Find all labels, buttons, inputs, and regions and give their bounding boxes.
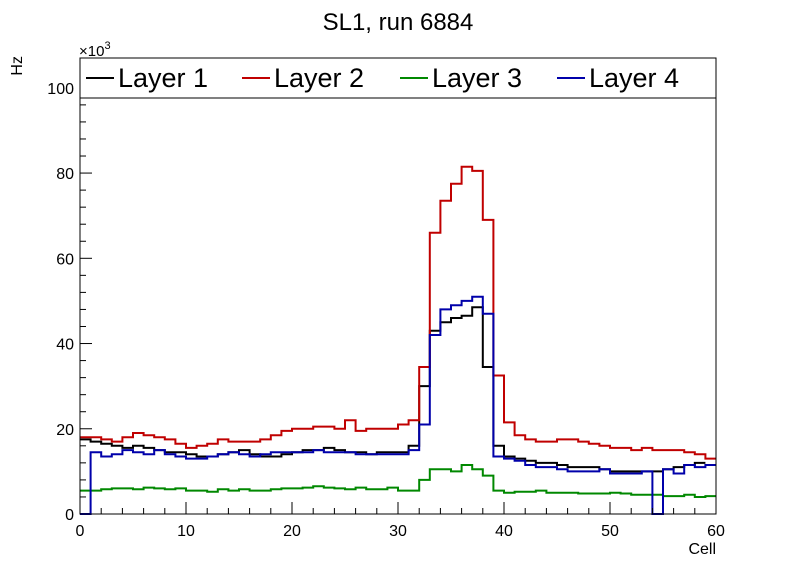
legend: Layer 1 Layer 2 Layer 3 Layer 4 xyxy=(79,57,717,99)
x-tick-label: 30 xyxy=(389,523,407,540)
y-tick-label: 100 xyxy=(47,81,74,98)
legend-box xyxy=(79,57,717,99)
y-tick-label: 60 xyxy=(56,251,74,268)
y-tick-label: 0 xyxy=(65,507,74,524)
legend-label-layer-4: Layer 4 xyxy=(589,63,679,93)
series-line-layer-4 xyxy=(80,295,716,515)
x-tick-label: 0 xyxy=(76,523,85,540)
y-tick-label: 20 xyxy=(56,422,74,439)
x-tick-label: 20 xyxy=(283,523,301,540)
series-line-layer-2 xyxy=(80,165,716,460)
y-tick-label: 40 xyxy=(56,337,74,354)
chart-title: SL1, run 6884 xyxy=(323,9,474,36)
svg-text:×103: ×103 xyxy=(79,40,111,60)
y-multiplier-base: ×10 xyxy=(79,43,104,60)
series-line-layer-1 xyxy=(80,306,706,473)
axes: 0 10 20 30 40 50 60 0 20 40 60 80 100 xyxy=(47,57,725,540)
y-multiplier: ×103 xyxy=(79,40,111,60)
plot-frame xyxy=(79,57,717,515)
plot-area xyxy=(80,165,716,515)
x-tick-label: 10 xyxy=(177,523,195,540)
legend-label-layer-2: Layer 2 xyxy=(274,63,364,93)
x-tick-label: 40 xyxy=(495,523,513,540)
y-axis-label: Hz xyxy=(9,56,26,76)
y-multiplier-exponent: 3 xyxy=(104,40,110,52)
x-tick-label: 60 xyxy=(707,523,725,540)
x-tick-label: 50 xyxy=(601,523,619,540)
legend-label-layer-1: Layer 1 xyxy=(118,63,208,93)
y-tick-label: 80 xyxy=(56,166,74,183)
legend-label-layer-3: Layer 3 xyxy=(432,63,522,93)
series-line-layer-3 xyxy=(80,464,716,498)
x-axis-label: Cell xyxy=(688,541,716,558)
